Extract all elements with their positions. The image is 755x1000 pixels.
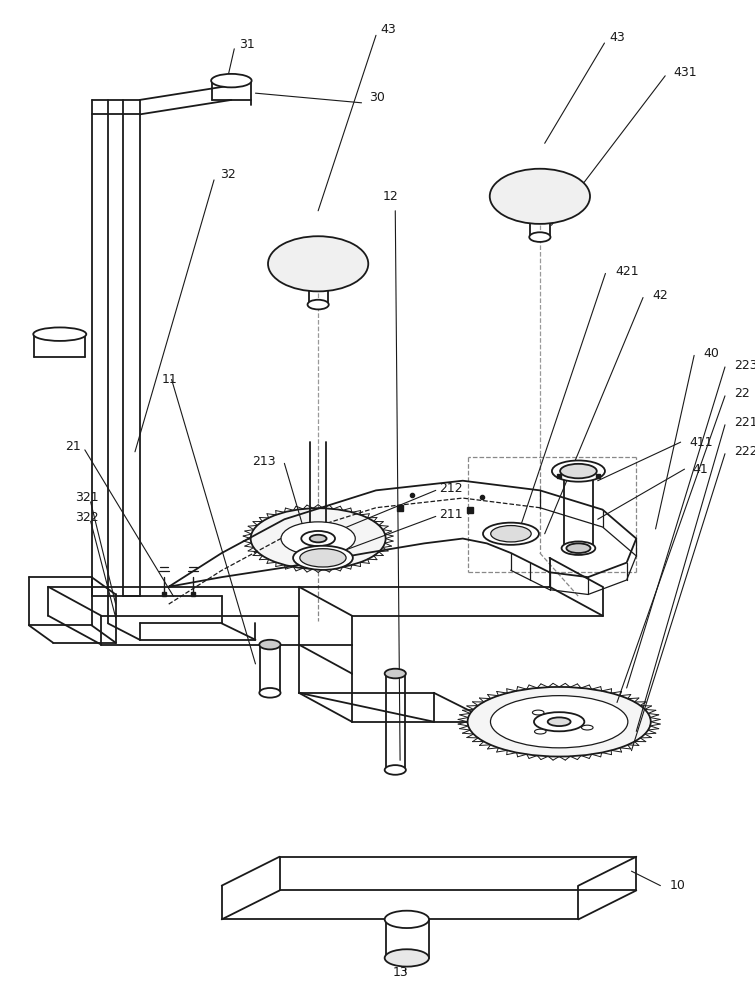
Text: 43: 43 [609,31,625,44]
Ellipse shape [560,464,596,478]
Text: 13: 13 [392,966,408,979]
Ellipse shape [507,178,572,214]
Ellipse shape [532,710,544,715]
Ellipse shape [300,549,346,567]
Ellipse shape [552,460,605,482]
Text: 12: 12 [383,190,399,203]
Ellipse shape [535,729,546,734]
Text: 43: 43 [381,23,396,36]
Text: 21: 21 [66,440,82,453]
Ellipse shape [301,531,335,546]
Text: 213: 213 [253,455,276,468]
Ellipse shape [303,256,333,272]
Text: 212: 212 [439,482,462,495]
Ellipse shape [525,188,555,205]
Text: 10: 10 [670,879,686,892]
Ellipse shape [562,541,595,555]
Text: 421: 421 [615,265,639,278]
Ellipse shape [310,535,327,542]
Ellipse shape [499,174,581,219]
Text: 30: 30 [369,91,385,104]
Ellipse shape [384,949,429,967]
Text: 222: 222 [735,445,755,458]
Ellipse shape [259,640,281,649]
Text: 22: 22 [735,387,750,400]
Text: 32: 32 [220,168,236,181]
Text: 41: 41 [692,463,708,476]
Ellipse shape [566,543,590,553]
Text: 211: 211 [439,508,462,521]
Ellipse shape [285,246,351,282]
Text: 223: 223 [735,359,755,372]
Ellipse shape [251,508,386,569]
Ellipse shape [529,232,550,242]
Ellipse shape [277,241,359,286]
Text: 221: 221 [735,416,755,429]
Ellipse shape [384,669,406,678]
Ellipse shape [467,687,651,757]
Text: 321: 321 [76,491,99,504]
Text: 411: 411 [689,436,713,449]
Text: 31: 31 [239,38,255,51]
Ellipse shape [211,74,251,87]
Ellipse shape [259,688,281,698]
Text: 40: 40 [704,347,720,360]
Ellipse shape [293,546,353,570]
Ellipse shape [384,765,406,775]
Ellipse shape [384,911,429,928]
Ellipse shape [33,327,86,341]
Ellipse shape [534,712,584,731]
Text: 322: 322 [76,511,99,524]
Ellipse shape [294,251,342,277]
Text: 42: 42 [652,289,668,302]
Text: 431: 431 [673,66,697,79]
Ellipse shape [307,300,328,309]
Ellipse shape [581,725,593,730]
Text: 11: 11 [162,373,177,386]
Ellipse shape [491,696,628,748]
Ellipse shape [268,236,368,291]
Ellipse shape [516,183,564,210]
Ellipse shape [547,717,571,726]
Ellipse shape [281,522,356,555]
Ellipse shape [491,526,532,542]
Ellipse shape [490,169,590,224]
Ellipse shape [483,523,539,545]
